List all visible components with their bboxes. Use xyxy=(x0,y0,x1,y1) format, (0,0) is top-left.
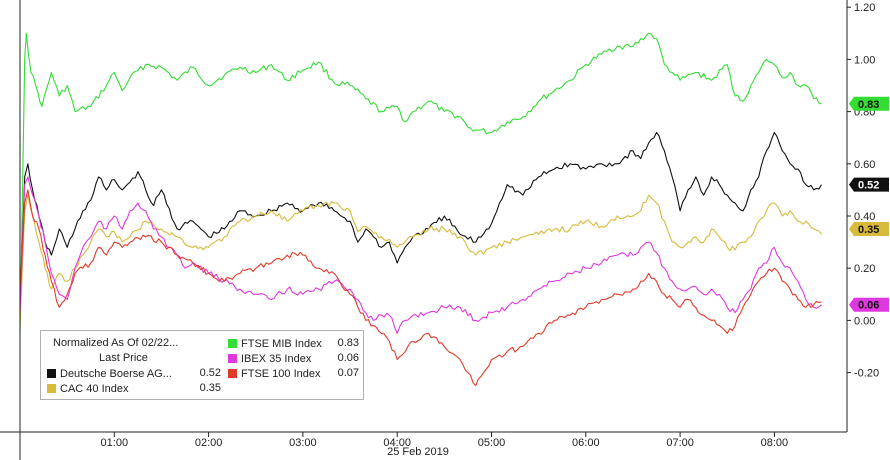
y-tick-label: 0.40 xyxy=(854,211,875,223)
legend-value: 0.35 xyxy=(199,382,221,394)
legend-entry-ibex-35: IBEX 35 Index xyxy=(228,352,311,365)
series-layer xyxy=(19,32,822,387)
series-line-ibex-35-index xyxy=(19,176,822,334)
x-tick-label: 01:00 xyxy=(101,437,129,449)
x-tick-label: 08:00 xyxy=(761,437,789,449)
legend-label: FTSE 100 Index xyxy=(241,367,321,380)
badge-label: 0.52 xyxy=(858,180,879,192)
series-line-ftse-100-index xyxy=(19,189,822,387)
legend-entry-deutsche-boerse: Deutsche Boerse AG... xyxy=(47,367,172,380)
legend-label: CAC 40 Index xyxy=(60,382,129,395)
legend: Normalized As Of 02/22... Last Price Deu… xyxy=(40,330,364,400)
badge-shape xyxy=(849,222,889,237)
legend-value: 0.07 xyxy=(337,367,359,379)
x-tick-label: 04:00 xyxy=(383,437,411,449)
badge-shape xyxy=(849,297,889,312)
series-line-ftse-mib-index xyxy=(19,32,822,334)
legend-label: FTSE MIB Index xyxy=(241,337,322,350)
series-line-cac-40-index xyxy=(19,194,822,326)
y-tick-label: 0.60 xyxy=(854,159,875,171)
series-line-deutsche-boerse-ag xyxy=(19,131,822,313)
last-price-badge: 0.06 xyxy=(849,297,889,312)
legend-title: Normalized As Of 02/22... xyxy=(53,337,179,349)
legend-swatch xyxy=(228,369,237,378)
badge-label: 0.06 xyxy=(858,300,879,312)
legend-swatch xyxy=(47,384,56,393)
legend-value: 0.83 xyxy=(337,337,359,349)
y-tick-label: -0.20 xyxy=(854,368,879,380)
legend-entry-ftse-100: FTSE 100 Index xyxy=(228,367,321,380)
x-tick-label: 02:00 xyxy=(195,437,223,449)
legend-entry-ftse-mib: FTSE MIB Index xyxy=(228,337,322,350)
x-tick-label: 03:00 xyxy=(289,437,317,449)
y-tick-label: 1.00 xyxy=(854,54,875,66)
legend-swatch xyxy=(228,339,237,348)
legend-value: 0.06 xyxy=(337,352,359,364)
x-axis-date-label: 25 Feb 2019 xyxy=(387,446,449,458)
x-tick-label: 06:00 xyxy=(572,437,600,449)
x-tick-label: 05:00 xyxy=(478,437,506,449)
legend-value: 0.52 xyxy=(199,367,221,379)
legend-entry-cac-40: CAC 40 Index xyxy=(47,382,128,395)
badge-label: 0.83 xyxy=(858,99,879,111)
legend-label: Deutsche Boerse AG... xyxy=(60,367,172,380)
badge-label: 0.35 xyxy=(858,224,879,236)
x-tick-label: 07:00 xyxy=(666,437,694,449)
legend-label: IBEX 35 Index xyxy=(241,352,312,365)
last-price-badge: 0.83 xyxy=(849,96,889,111)
y-tick-label: 0.20 xyxy=(854,263,875,275)
y-tick-label: 1.20 xyxy=(854,2,875,14)
legend-subtitle: Last Price xyxy=(99,352,148,364)
legend-swatch xyxy=(47,369,56,378)
legend-swatch xyxy=(228,354,237,363)
badge-shape xyxy=(849,96,889,111)
last-price-badge: 0.52 xyxy=(849,177,889,192)
y-tick-label: 0.00 xyxy=(854,315,875,327)
last-price-badge: 0.35 xyxy=(849,222,889,237)
badge-shape xyxy=(849,177,889,192)
